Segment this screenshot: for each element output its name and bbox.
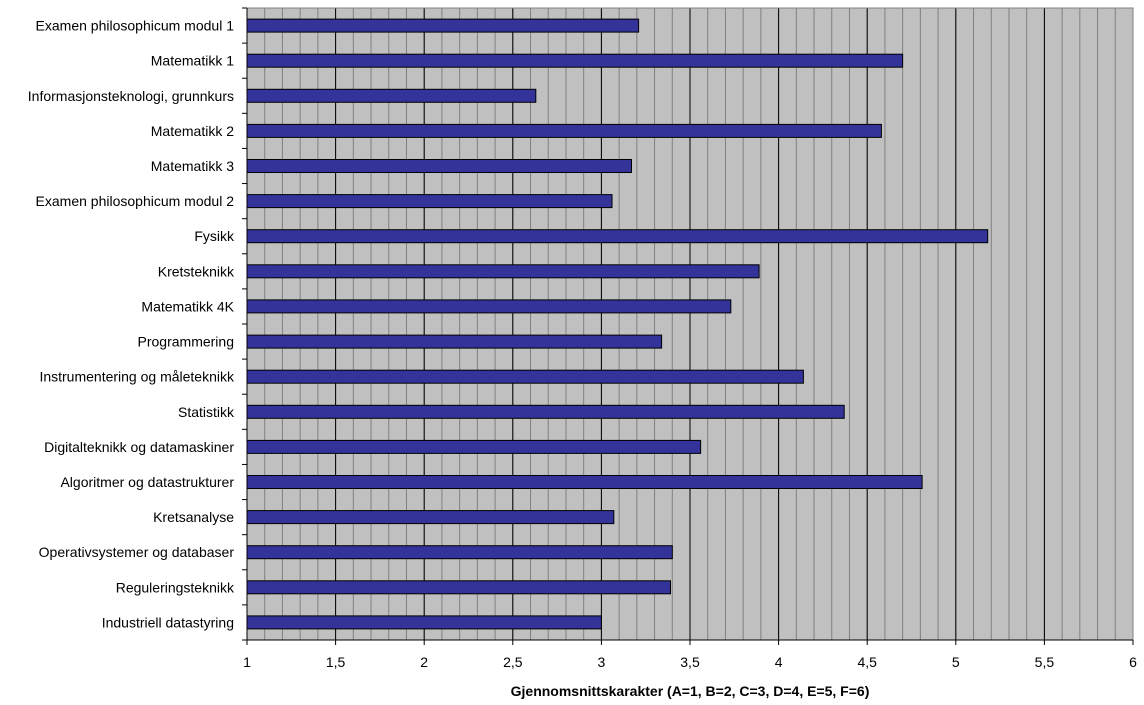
bar	[246, 334, 663, 349]
bar	[246, 53, 904, 68]
bar	[246, 510, 615, 525]
category-label: Statistikk	[178, 404, 235, 420]
axes-group	[242, 7, 1134, 645]
x-axis-title: Gjennomsnittskarakter (A=1, B=2, C=3, D=…	[511, 683, 870, 699]
category-label: Matematikk 2	[151, 123, 234, 139]
x-tick-label: 4,5	[857, 654, 877, 670]
category-label: Examen philosophicum modul 2	[36, 193, 235, 209]
bar	[246, 475, 923, 489]
category-label: Digitalteknikk og datamaskiner	[44, 439, 234, 455]
category-label: Programmering	[138, 334, 234, 350]
x-tick-label: 5	[952, 654, 960, 670]
x-tick-label: 5,5	[1035, 654, 1055, 670]
x-tick-label: 6	[1129, 654, 1137, 670]
x-tick-label: 1	[243, 654, 251, 670]
bar	[246, 545, 673, 560]
bar	[246, 264, 760, 279]
category-label: Fysikk	[194, 228, 235, 244]
bar	[246, 404, 845, 419]
category-label: Examen philosophicum modul 1	[36, 18, 235, 34]
category-labels: Examen philosophicum modul 1 Matematikk 1…	[28, 18, 235, 631]
category-label: Matematikk 1	[151, 53, 234, 69]
bar	[246, 229, 989, 244]
bar	[246, 194, 613, 209]
x-tick-label: 2	[420, 654, 428, 670]
major-gridlines	[335, 8, 1045, 640]
bars-group	[246, 18, 989, 630]
category-label: Algoritmer og datastrukturer	[60, 474, 234, 490]
x-tick-labels: 1 1,5 2 2,5 3 3,5 4 4,5 5 5,5 6	[243, 654, 1137, 670]
category-label: Kretsanalyse	[153, 509, 234, 525]
category-label: Industriell datastyring	[102, 614, 234, 630]
bar	[246, 439, 702, 454]
bar	[246, 123, 882, 138]
x-tick-label: 3	[598, 654, 606, 670]
x-tick-label: 1,5	[326, 654, 346, 670]
category-label: Matematikk 4K	[141, 298, 234, 314]
bar	[246, 580, 671, 595]
bar	[246, 159, 632, 173]
bar	[246, 88, 537, 103]
bar	[246, 18, 640, 33]
x-tick-label: 3,5	[680, 654, 700, 670]
bar	[246, 369, 804, 384]
category-label: Reguleringsteknikk	[116, 579, 235, 595]
bar	[246, 615, 602, 630]
category-label: Operativsystemer og databaser	[39, 544, 235, 560]
x-tick-label: 2,5	[503, 654, 523, 670]
bar	[246, 299, 732, 314]
x-tick-label: 4	[775, 654, 783, 670]
category-label: Informasjonsteknologi, grunnkurs	[28, 88, 234, 104]
category-label: Instrumentering og måleteknikk	[39, 369, 235, 385]
category-label: Kretsteknikk	[158, 263, 235, 279]
category-label: Matematikk 3	[151, 158, 234, 174]
